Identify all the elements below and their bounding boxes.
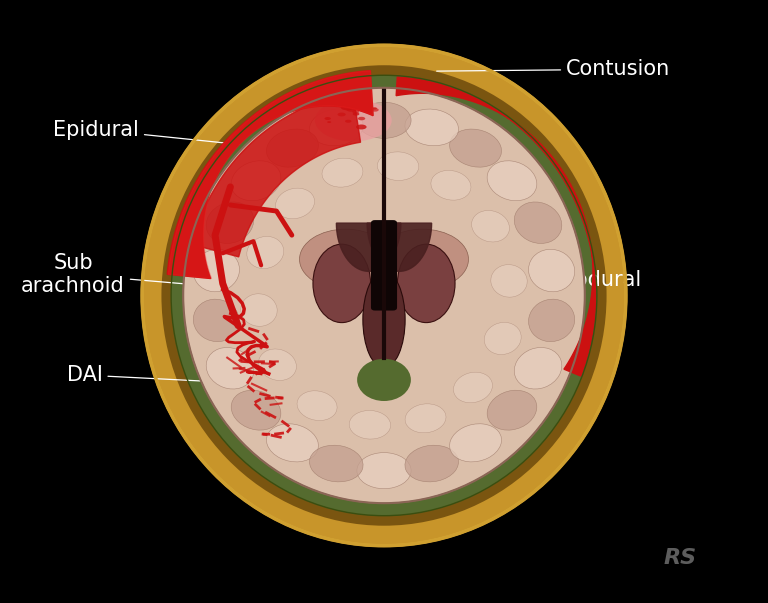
Ellipse shape (297, 391, 337, 420)
Ellipse shape (300, 229, 392, 289)
Text: Contusion: Contusion (437, 59, 670, 80)
Polygon shape (167, 71, 373, 279)
Ellipse shape (515, 347, 561, 389)
Ellipse shape (472, 210, 509, 242)
Polygon shape (367, 223, 432, 271)
Ellipse shape (377, 152, 419, 180)
Ellipse shape (327, 121, 331, 123)
Ellipse shape (194, 299, 240, 342)
Ellipse shape (142, 45, 626, 546)
Polygon shape (192, 93, 360, 257)
Ellipse shape (356, 124, 366, 130)
Ellipse shape (485, 323, 521, 355)
Ellipse shape (337, 113, 346, 116)
Polygon shape (168, 71, 373, 279)
Ellipse shape (528, 299, 574, 342)
Ellipse shape (313, 244, 370, 323)
Text: DAI: DAI (67, 365, 200, 385)
Ellipse shape (371, 108, 379, 112)
Ellipse shape (194, 249, 240, 292)
Ellipse shape (376, 229, 468, 289)
Ellipse shape (353, 110, 359, 113)
Text: Sub
arachnoid: Sub arachnoid (21, 253, 212, 296)
Ellipse shape (372, 107, 377, 110)
Ellipse shape (340, 104, 354, 110)
Ellipse shape (231, 161, 281, 201)
Ellipse shape (453, 372, 492, 403)
Ellipse shape (353, 112, 359, 116)
Ellipse shape (405, 404, 446, 433)
Ellipse shape (322, 158, 363, 187)
Ellipse shape (515, 202, 561, 244)
Ellipse shape (310, 445, 363, 482)
Ellipse shape (362, 271, 406, 368)
Ellipse shape (357, 103, 411, 138)
Ellipse shape (487, 161, 537, 201)
Ellipse shape (184, 88, 584, 503)
Ellipse shape (405, 109, 458, 146)
Ellipse shape (345, 120, 352, 123)
Ellipse shape (491, 265, 527, 297)
Ellipse shape (207, 347, 253, 389)
Ellipse shape (346, 107, 356, 112)
FancyBboxPatch shape (371, 220, 397, 311)
Text: Epidural: Epidural (53, 119, 239, 145)
Ellipse shape (358, 117, 366, 121)
Ellipse shape (405, 445, 458, 482)
Ellipse shape (431, 171, 471, 200)
Ellipse shape (324, 117, 331, 120)
Polygon shape (336, 223, 401, 271)
Text: Subdural: Subdural (487, 270, 642, 291)
Ellipse shape (449, 129, 502, 167)
Polygon shape (396, 77, 596, 376)
Ellipse shape (398, 244, 455, 323)
Ellipse shape (266, 129, 319, 167)
Ellipse shape (315, 99, 392, 142)
Ellipse shape (276, 188, 315, 219)
Ellipse shape (487, 390, 537, 430)
Text: RS: RS (663, 548, 697, 568)
Ellipse shape (266, 424, 319, 462)
Ellipse shape (310, 109, 363, 146)
Ellipse shape (247, 236, 283, 268)
Ellipse shape (449, 424, 502, 462)
Ellipse shape (357, 453, 411, 488)
Ellipse shape (259, 349, 296, 380)
Ellipse shape (241, 294, 277, 326)
Ellipse shape (171, 75, 597, 516)
Ellipse shape (207, 202, 253, 244)
Ellipse shape (349, 411, 391, 439)
Ellipse shape (357, 359, 411, 401)
Ellipse shape (161, 65, 607, 526)
Ellipse shape (528, 249, 574, 292)
Ellipse shape (231, 390, 281, 430)
